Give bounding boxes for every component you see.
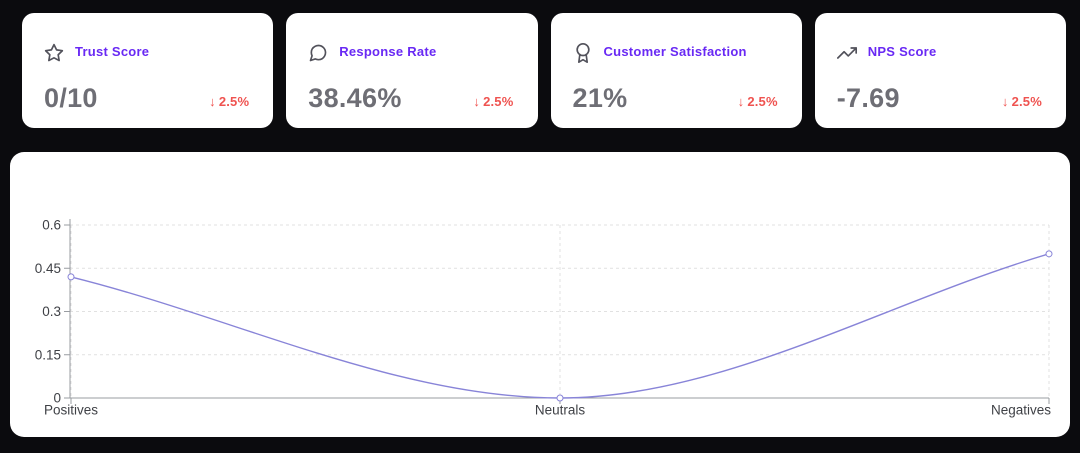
down-arrow-icon: ↓	[1001, 94, 1009, 109]
delta-percent: 2.5%	[1011, 94, 1042, 109]
stat-card-nps-score: NPS Score -7.69 ↓ 2.5%	[814, 13, 1066, 128]
stat-card-trust-score: Trust Score 0/10 ↓ 2.5%	[22, 13, 274, 128]
stat-label: Customer Satisfaction	[603, 43, 747, 59]
stat-value: 38.46%	[308, 83, 402, 113]
star-icon	[44, 43, 64, 63]
stat-delta: ↓ 2.5%	[209, 94, 253, 112]
stat-card-header: Customer Satisfaction	[573, 39, 782, 63]
stat-delta: ↓ 2.5%	[738, 94, 782, 112]
stats-row: Trust Score 0/10 ↓ 2.5% Response Rate 38.…	[0, 0, 1080, 128]
down-arrow-icon: ↓	[473, 94, 481, 109]
data-point-neutrals[interactable]	[556, 394, 564, 402]
stat-value: 21%	[572, 83, 628, 113]
stat-card-response-rate: Response Rate 38.46% ↓ 2.5%	[286, 13, 538, 128]
delta-percent: 2.5%	[483, 94, 514, 109]
stat-label: NPS Score	[867, 43, 937, 59]
message-circle-icon	[308, 43, 328, 63]
delta-percent: 2.5%	[747, 94, 778, 109]
stat-value-row: 0/10 ↓ 2.5%	[44, 85, 253, 112]
stat-label: Response Rate	[339, 43, 437, 59]
stat-delta: ↓ 2.5%	[473, 94, 517, 112]
down-arrow-icon: ↓	[209, 94, 216, 109]
stat-value-row: -7.69 ↓ 2.5%	[837, 85, 1046, 112]
stat-card-header: Response Rate	[308, 39, 517, 63]
x-tick-label-neutrals: Neutrals	[535, 403, 586, 418]
down-arrow-icon: ↓	[737, 94, 745, 109]
sentiment-chart[interactable]: 0 0.15 0.3 0.45 0.6 Positives Neutrals Negative…	[10, 152, 1070, 437]
stat-value: 0/10	[44, 83, 98, 113]
y-tick-label: 0.6	[42, 218, 61, 233]
stat-card-header: NPS Score	[836, 39, 1046, 63]
delta-percent: 2.5%	[218, 94, 250, 109]
stat-value-row: 38.46% ↓ 2.5%	[308, 85, 517, 112]
data-point-negatives[interactable]	[1045, 250, 1053, 258]
stat-value: -7.69	[836, 83, 900, 113]
stat-value-row: 21% ↓ 2.5%	[573, 85, 782, 112]
trending-up-icon	[836, 43, 857, 63]
x-tick-label-positives: Positives	[44, 403, 98, 418]
stat-card-header: Trust Score	[44, 39, 253, 63]
y-tick-label: 0.15	[35, 347, 61, 362]
sentiment-distribution-chart-card[interactable]: 0 0.15 0.3 0.45 0.6 Positives Neutrals Negative…	[10, 152, 1070, 437]
data-point-positives[interactable]	[67, 273, 75, 281]
y-tick-label: 0.45	[35, 261, 61, 276]
award-icon	[573, 43, 593, 63]
y-tick-label: 0.3	[42, 304, 61, 319]
stat-card-customer-satisfaction: Customer Satisfaction 21% ↓ 2.5%	[550, 13, 802, 128]
y-tick-label: 0	[53, 391, 61, 406]
stat-delta: ↓ 2.5%	[1002, 94, 1046, 112]
x-tick-label-negatives: Negatives	[991, 403, 1051, 418]
stat-label: Trust Score	[75, 43, 150, 59]
